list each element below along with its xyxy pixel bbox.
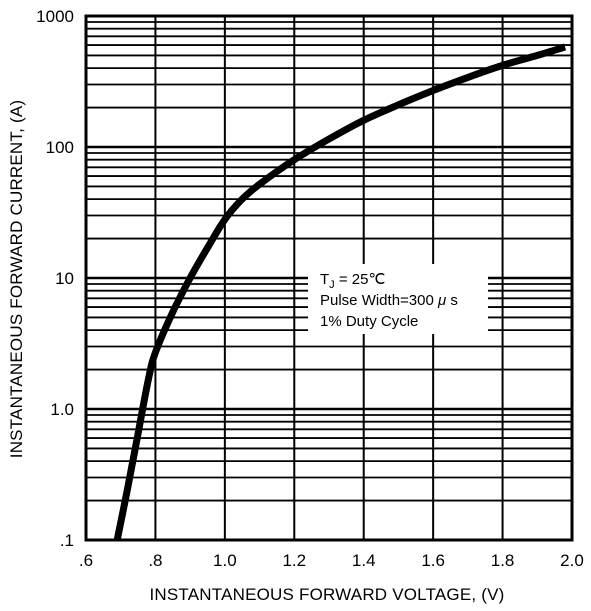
x-tick-label: 1.2	[282, 551, 306, 570]
y-tick-label: 100	[46, 138, 74, 157]
x-tick-label: 2.0	[560, 551, 584, 570]
y-tick-labels: .1 1.0 10 100 1000	[36, 7, 74, 550]
x-tick-label: .6	[79, 551, 93, 570]
annotation-background	[308, 264, 488, 334]
y-tick-label: .1	[60, 531, 74, 550]
annotation-junction-temp: TJ = 25℃	[320, 271, 385, 291]
forward-current-curve	[113, 43, 567, 541]
y-tick-label: 10	[55, 269, 74, 288]
x-tick-label: 1.0	[213, 551, 237, 570]
x-tick-label: 1.6	[421, 551, 445, 570]
x-axis-title: INSTANTANEOUS FORWARD VOLTAGE, (V)	[149, 585, 504, 604]
plot-frame	[84, 14, 574, 542]
x-tick-label: .8	[148, 551, 162, 570]
annotation-pulse-width: Pulse Width=300 μ s	[320, 292, 458, 309]
y-tick-label: 1.0	[50, 400, 74, 419]
x-tick-label: 1.4	[352, 551, 376, 570]
x-tick-label: 1.8	[491, 551, 515, 570]
x-tick-labels: .6 .8 1.0 1.2 1.4 1.6 1.8 2.0	[79, 551, 584, 570]
y-tick-label: 1000	[36, 7, 74, 26]
annotation-duty-cycle: 1% Duty Cycle	[320, 313, 418, 330]
y-axis-title: INSTANTANEOUS FORWARD CURRENT, (A)	[7, 100, 26, 458]
